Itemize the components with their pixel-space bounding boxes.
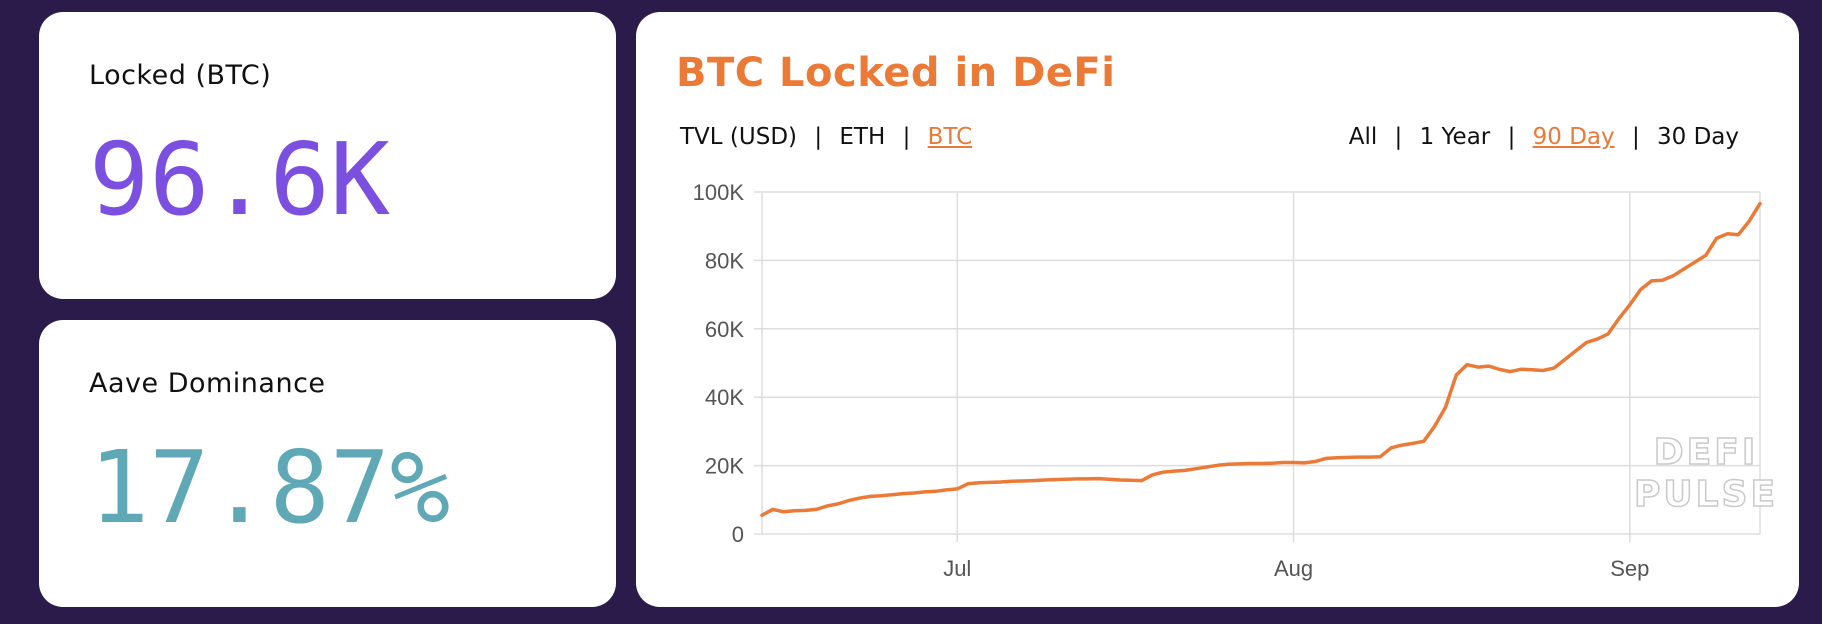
- unit-toggle-eth[interactable]: ETH: [839, 124, 886, 150]
- y-gridlines: [754, 191, 1761, 535]
- separator: |: [1631, 124, 1640, 150]
- unit-toggle-tvl-usd[interactable]: TVL (USD): [680, 124, 797, 150]
- aave-dominance-value: 17.87%: [89, 429, 451, 546]
- aave-dominance-card: Aave Dominance 17.87%: [39, 320, 616, 607]
- locked-btc-label: Locked (BTC): [89, 60, 272, 91]
- series-line-btc-locked: [760, 201, 1762, 517]
- y-tick-label: 60K: [705, 317, 744, 342]
- separator: |: [814, 124, 823, 150]
- btc-locked-chart-card: BTC Locked in DeFi TVL (USD) | ETH | BTC…: [636, 12, 1799, 607]
- separator: |: [1394, 124, 1403, 150]
- locked-btc-card: Locked (BTC) 96.6K: [39, 12, 616, 299]
- x-tick-label: Sep: [1610, 556, 1649, 581]
- x-axis-tick-labels: Jul Aug Sep: [943, 556, 1649, 581]
- watermark-line-2: PULSE: [1634, 474, 1778, 515]
- chart-title: BTC Locked in DeFi: [676, 50, 1116, 96]
- separator: |: [1507, 124, 1516, 150]
- range-toggle-group: All | 1 Year | 90 Day | 30 Day: [1349, 124, 1739, 150]
- locked-btc-value: 96.6K: [89, 121, 391, 238]
- y-tick-label: 40K: [705, 385, 744, 410]
- range-toggle-90-day[interactable]: 90 Day: [1532, 124, 1615, 150]
- unit-toggle-btc[interactable]: BTC: [927, 124, 973, 150]
- y-tick-label: 20K: [705, 454, 744, 479]
- separator: |: [902, 124, 911, 150]
- x-gridlines: [956, 192, 1631, 542]
- y-tick-label: 100K: [693, 180, 745, 205]
- y-tick-label: 80K: [705, 248, 744, 273]
- watermark-line-1: DEFI: [1654, 432, 1758, 473]
- x-tick-label: Aug: [1274, 556, 1313, 581]
- range-toggle-1-year[interactable]: 1 Year: [1419, 124, 1491, 150]
- btc-locked-line-chart: DEFI PULSE 0 20K 40K 60K 80K 100K Jul Aug Sep: [693, 180, 1778, 581]
- x-tick-label: Jul: [943, 556, 971, 581]
- unit-toggle-group: TVL (USD) | ETH | BTC: [680, 124, 972, 150]
- y-axis-tick-labels: 0 20K 40K 60K 80K 100K: [693, 180, 745, 547]
- series-group: [760, 201, 1762, 517]
- aave-dominance-label: Aave Dominance: [89, 368, 326, 399]
- range-toggle-all[interactable]: All: [1348, 124, 1378, 150]
- defi-pulse-watermark: DEFI PULSE: [1633, 431, 1778, 516]
- range-toggle-30-day[interactable]: 30 Day: [1657, 124, 1739, 150]
- y-tick-label: 0: [732, 522, 744, 547]
